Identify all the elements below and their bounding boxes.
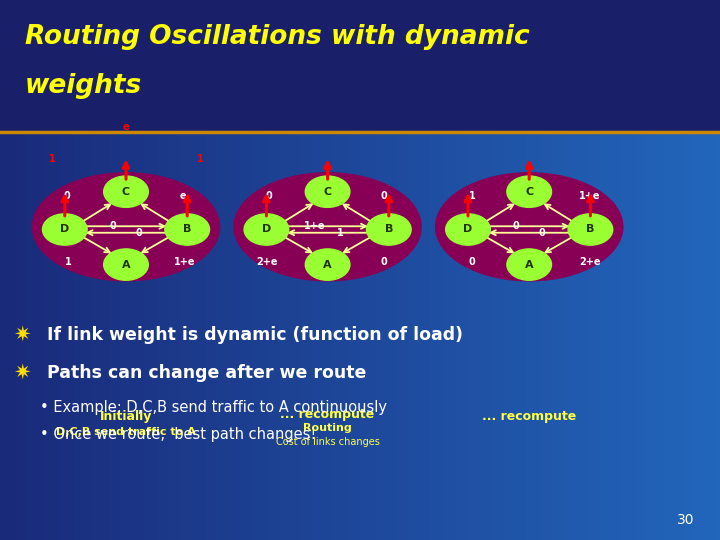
Text: 0: 0 xyxy=(109,221,117,231)
Ellipse shape xyxy=(104,249,148,280)
Ellipse shape xyxy=(507,176,552,207)
Text: 1: 1 xyxy=(469,191,475,201)
Ellipse shape xyxy=(507,249,552,280)
Text: 1: 1 xyxy=(197,154,204,164)
Text: 0: 0 xyxy=(513,221,520,231)
Text: B: B xyxy=(384,225,393,234)
Text: e: e xyxy=(122,122,130,132)
Ellipse shape xyxy=(165,214,210,245)
Text: 1+e: 1+e xyxy=(580,191,600,201)
Text: • Once we route,  best path changes!: • Once we route, best path changes! xyxy=(40,427,316,442)
Text: A: A xyxy=(323,260,332,269)
Text: • Example: D,C,B send traffic to A continuously: • Example: D,C,B send traffic to A conti… xyxy=(40,400,387,415)
Text: A: A xyxy=(525,260,534,269)
Text: 0: 0 xyxy=(380,191,387,201)
Ellipse shape xyxy=(32,173,220,281)
Text: 0: 0 xyxy=(266,191,272,201)
Text: D,C,B send traffic to A: D,C,B send traffic to A xyxy=(56,427,196,437)
Text: Routing Oscillations with dynamic: Routing Oscillations with dynamic xyxy=(25,24,530,50)
Ellipse shape xyxy=(234,173,421,281)
Ellipse shape xyxy=(436,173,623,281)
Text: 30: 30 xyxy=(678,512,695,526)
Ellipse shape xyxy=(305,249,350,280)
Text: 1: 1 xyxy=(337,228,344,238)
Text: C: C xyxy=(122,187,130,197)
Text: 1: 1 xyxy=(66,256,72,267)
Bar xyxy=(0,0,720,130)
Text: B: B xyxy=(183,225,192,234)
Text: 0: 0 xyxy=(135,228,143,238)
Text: ✷: ✷ xyxy=(13,362,30,383)
Text: 0: 0 xyxy=(63,191,70,201)
Text: If link weight is dynamic (function of load): If link weight is dynamic (function of l… xyxy=(47,326,463,344)
Text: D: D xyxy=(464,225,472,234)
Text: 1: 1 xyxy=(48,154,55,164)
Ellipse shape xyxy=(42,214,87,245)
Text: weights: weights xyxy=(25,73,143,99)
Ellipse shape xyxy=(446,214,490,245)
Text: e: e xyxy=(180,191,186,201)
Text: 2+e: 2+e xyxy=(580,256,600,267)
Ellipse shape xyxy=(568,214,613,245)
Ellipse shape xyxy=(366,214,411,245)
Text: C: C xyxy=(525,187,534,197)
Ellipse shape xyxy=(244,214,289,245)
Text: 0: 0 xyxy=(539,228,546,238)
Text: 1+e: 1+e xyxy=(174,256,195,267)
Text: Cost of links changes: Cost of links changes xyxy=(276,437,379,448)
Text: A: A xyxy=(122,260,130,269)
Text: ... recompute: ... recompute xyxy=(482,410,576,423)
Text: ✷: ✷ xyxy=(13,325,30,345)
Text: 0: 0 xyxy=(380,256,387,267)
Text: C: C xyxy=(323,187,332,197)
Text: Initially: Initially xyxy=(100,410,152,423)
Text: Paths can change after we route: Paths can change after we route xyxy=(47,363,366,382)
Text: B: B xyxy=(586,225,595,234)
Text: ... recompute: ... recompute xyxy=(281,408,374,421)
Text: 0: 0 xyxy=(469,256,475,267)
Text: D: D xyxy=(262,225,271,234)
Text: Routing: Routing xyxy=(303,423,352,433)
Ellipse shape xyxy=(305,176,350,207)
Ellipse shape xyxy=(104,176,148,207)
Text: 1+e: 1+e xyxy=(304,221,325,231)
Text: 2+e: 2+e xyxy=(256,256,277,267)
Text: D: D xyxy=(60,225,69,234)
